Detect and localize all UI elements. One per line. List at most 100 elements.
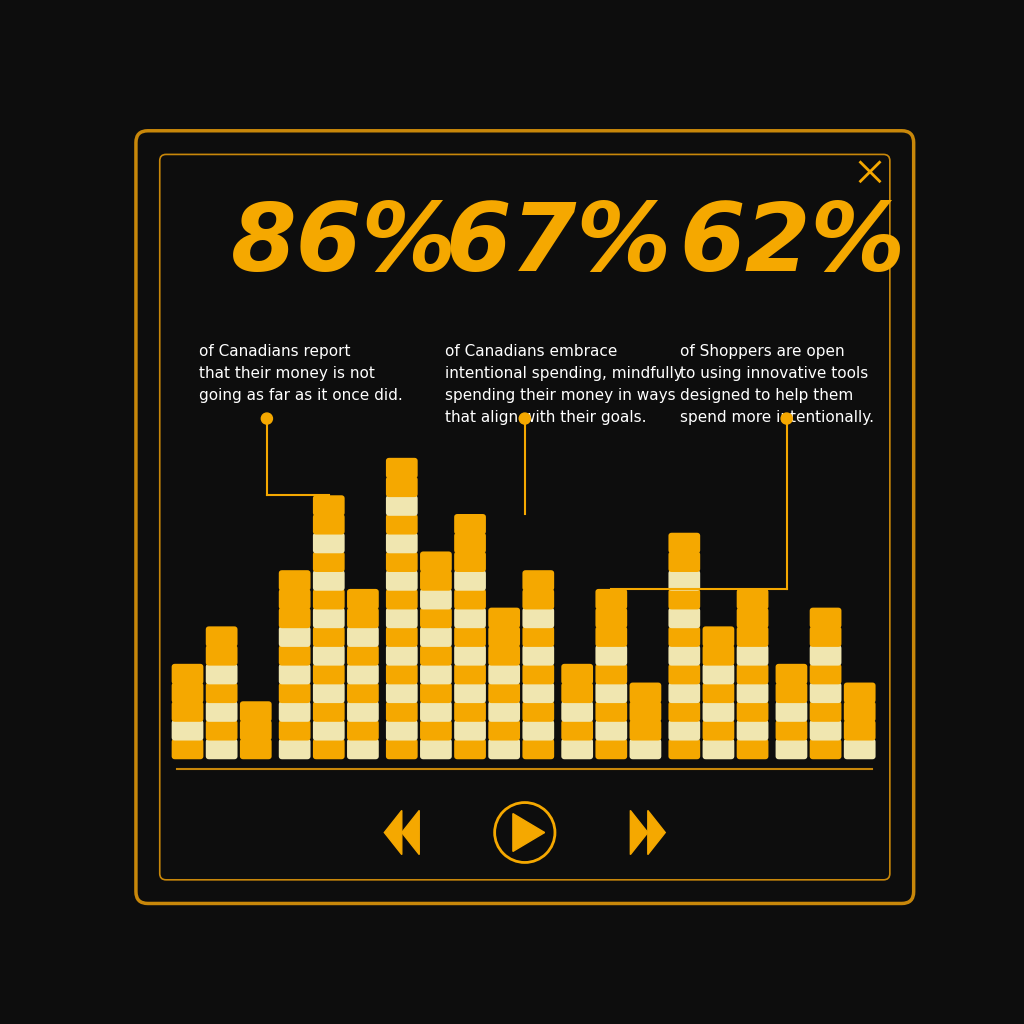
FancyBboxPatch shape <box>775 683 807 703</box>
FancyBboxPatch shape <box>595 664 627 684</box>
FancyBboxPatch shape <box>595 607 627 628</box>
FancyBboxPatch shape <box>136 131 913 903</box>
FancyBboxPatch shape <box>522 645 554 666</box>
FancyBboxPatch shape <box>488 607 520 628</box>
FancyBboxPatch shape <box>810 701 842 722</box>
FancyBboxPatch shape <box>420 589 452 609</box>
FancyBboxPatch shape <box>455 607 486 628</box>
FancyBboxPatch shape <box>313 627 345 647</box>
FancyBboxPatch shape <box>313 552 345 572</box>
FancyBboxPatch shape <box>347 645 379 666</box>
FancyBboxPatch shape <box>522 664 554 684</box>
FancyBboxPatch shape <box>420 627 452 647</box>
FancyBboxPatch shape <box>669 683 700 703</box>
FancyBboxPatch shape <box>386 607 418 628</box>
FancyBboxPatch shape <box>810 683 842 703</box>
Polygon shape <box>631 810 648 855</box>
FancyBboxPatch shape <box>522 683 554 703</box>
FancyBboxPatch shape <box>240 720 271 740</box>
FancyBboxPatch shape <box>736 645 768 666</box>
FancyBboxPatch shape <box>420 664 452 684</box>
FancyBboxPatch shape <box>455 552 486 572</box>
Polygon shape <box>513 814 545 851</box>
FancyBboxPatch shape <box>669 532 700 553</box>
FancyBboxPatch shape <box>279 627 310 647</box>
Circle shape <box>519 413 530 424</box>
FancyBboxPatch shape <box>561 738 593 759</box>
FancyBboxPatch shape <box>206 645 238 666</box>
FancyBboxPatch shape <box>595 683 627 703</box>
Polygon shape <box>648 810 666 855</box>
FancyBboxPatch shape <box>630 683 662 703</box>
FancyBboxPatch shape <box>455 645 486 666</box>
FancyBboxPatch shape <box>561 664 593 684</box>
FancyBboxPatch shape <box>561 720 593 740</box>
FancyBboxPatch shape <box>736 683 768 703</box>
FancyBboxPatch shape <box>455 570 486 591</box>
FancyBboxPatch shape <box>386 476 418 497</box>
FancyBboxPatch shape <box>386 664 418 684</box>
FancyBboxPatch shape <box>669 552 700 572</box>
FancyBboxPatch shape <box>313 645 345 666</box>
FancyBboxPatch shape <box>775 701 807 722</box>
FancyBboxPatch shape <box>172 664 204 684</box>
FancyBboxPatch shape <box>313 589 345 609</box>
FancyBboxPatch shape <box>522 607 554 628</box>
FancyBboxPatch shape <box>386 683 418 703</box>
FancyBboxPatch shape <box>313 514 345 535</box>
FancyBboxPatch shape <box>420 570 452 591</box>
Text: of Canadians report
that their money is not
going as far as it once did.: of Canadians report that their money is … <box>200 344 403 403</box>
Circle shape <box>261 413 272 424</box>
FancyBboxPatch shape <box>844 738 876 759</box>
FancyBboxPatch shape <box>595 627 627 647</box>
FancyBboxPatch shape <box>775 664 807 684</box>
FancyBboxPatch shape <box>736 589 768 609</box>
FancyBboxPatch shape <box>386 589 418 609</box>
FancyBboxPatch shape <box>844 683 876 703</box>
FancyBboxPatch shape <box>669 645 700 666</box>
FancyBboxPatch shape <box>386 496 418 516</box>
FancyBboxPatch shape <box>595 720 627 740</box>
FancyBboxPatch shape <box>347 627 379 647</box>
FancyBboxPatch shape <box>386 627 418 647</box>
FancyBboxPatch shape <box>420 720 452 740</box>
FancyBboxPatch shape <box>455 683 486 703</box>
FancyBboxPatch shape <box>386 570 418 591</box>
FancyBboxPatch shape <box>206 627 238 647</box>
FancyBboxPatch shape <box>595 589 627 609</box>
FancyBboxPatch shape <box>669 701 700 722</box>
FancyBboxPatch shape <box>669 720 700 740</box>
FancyBboxPatch shape <box>347 720 379 740</box>
FancyBboxPatch shape <box>810 738 842 759</box>
FancyBboxPatch shape <box>775 720 807 740</box>
FancyBboxPatch shape <box>420 701 452 722</box>
FancyBboxPatch shape <box>313 496 345 516</box>
Text: of Canadians embrace
intentional spending, mindfully
spending their money in way: of Canadians embrace intentional spendin… <box>445 344 683 425</box>
FancyBboxPatch shape <box>810 720 842 740</box>
FancyBboxPatch shape <box>736 701 768 722</box>
FancyBboxPatch shape <box>420 738 452 759</box>
FancyBboxPatch shape <box>240 738 271 759</box>
FancyBboxPatch shape <box>702 738 734 759</box>
FancyBboxPatch shape <box>595 738 627 759</box>
Polygon shape <box>384 810 401 855</box>
FancyBboxPatch shape <box>455 738 486 759</box>
FancyBboxPatch shape <box>669 664 700 684</box>
FancyBboxPatch shape <box>206 738 238 759</box>
FancyBboxPatch shape <box>240 701 271 722</box>
FancyBboxPatch shape <box>702 627 734 647</box>
FancyBboxPatch shape <box>347 683 379 703</box>
FancyBboxPatch shape <box>279 664 310 684</box>
FancyBboxPatch shape <box>702 720 734 740</box>
FancyBboxPatch shape <box>810 664 842 684</box>
Text: 62%: 62% <box>680 199 905 291</box>
FancyBboxPatch shape <box>810 627 842 647</box>
FancyBboxPatch shape <box>736 664 768 684</box>
FancyBboxPatch shape <box>810 607 842 628</box>
FancyBboxPatch shape <box>279 701 310 722</box>
FancyBboxPatch shape <box>313 738 345 759</box>
FancyBboxPatch shape <box>386 645 418 666</box>
FancyBboxPatch shape <box>172 738 204 759</box>
FancyBboxPatch shape <box>630 720 662 740</box>
FancyBboxPatch shape <box>172 720 204 740</box>
